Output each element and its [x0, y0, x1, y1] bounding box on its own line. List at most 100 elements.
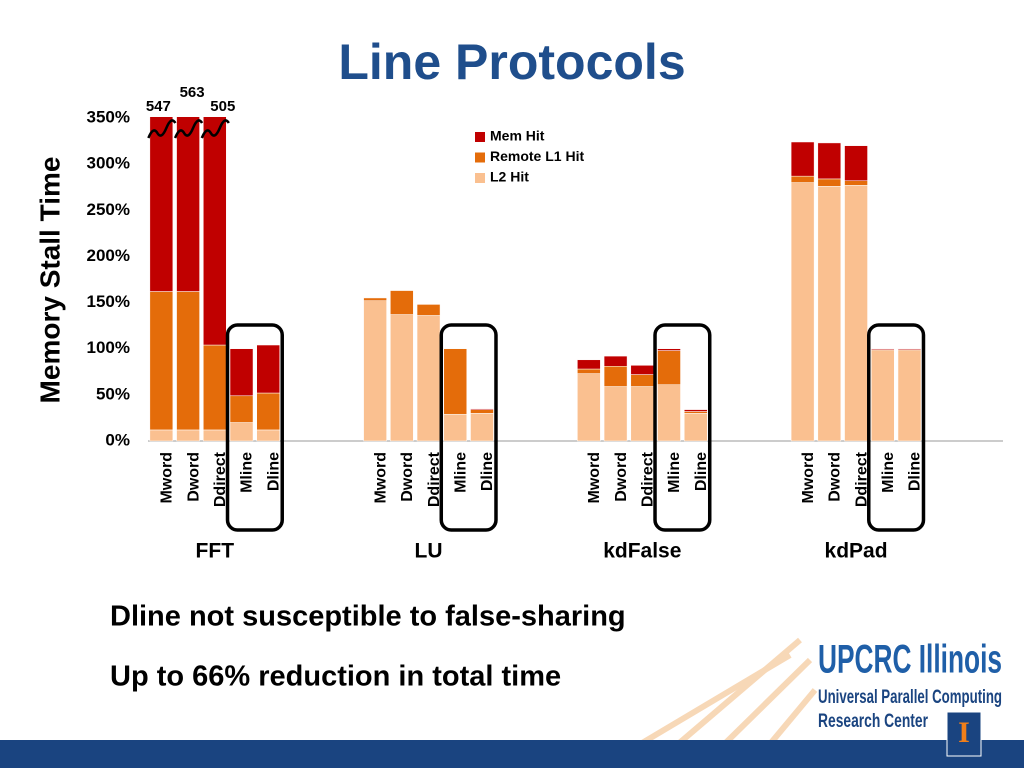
x-tick-label: Ddirect — [426, 451, 443, 507]
bar-segment — [630, 374, 655, 387]
x-tick-label: Mline — [239, 452, 256, 493]
bar-segment — [470, 413, 494, 442]
x-tick-label: Dword — [185, 452, 202, 502]
bar-segment — [176, 291, 200, 431]
x-tick-label: Mword — [800, 452, 817, 504]
highlight-box — [439, 323, 498, 532]
highlight-box — [867, 323, 926, 532]
group-label: kdFalse — [603, 540, 681, 563]
bar-segment — [470, 408, 494, 410]
legend-swatch — [475, 152, 485, 163]
y-tick-label: 50% — [96, 384, 130, 403]
legend-swatch — [475, 173, 485, 183]
total-label: 505 — [210, 98, 235, 115]
bar-segment — [256, 392, 280, 431]
logo-line: Research Center — [818, 711, 928, 732]
total-label: 563 — [180, 84, 205, 101]
highlight-box — [225, 323, 284, 532]
bar-segment — [443, 348, 468, 415]
bar-segment — [390, 314, 414, 442]
logo-line: Universal Parallel Computing — [818, 687, 1002, 708]
logo-icon: I — [958, 716, 970, 749]
bullet: Up to 66% reduction in total time — [110, 661, 561, 693]
bar-segment — [443, 413, 468, 442]
bar-segment — [683, 413, 708, 442]
bar-segment — [817, 186, 842, 442]
bar-segment — [176, 429, 200, 442]
y-tick-label: 350% — [87, 107, 130, 126]
x-tick-label: Dline — [907, 452, 924, 491]
bars — [149, 117, 922, 442]
x-tick-label: Mword — [159, 452, 176, 504]
bar-segment — [149, 429, 174, 442]
bar-segment — [897, 350, 922, 442]
x-tick-label: Dline — [265, 452, 282, 491]
bar-segment — [229, 395, 254, 423]
bar-segment — [229, 348, 254, 397]
bar-segment — [897, 348, 922, 350]
bar-segment — [470, 409, 494, 414]
group-label: LU — [415, 540, 443, 563]
bar-segment — [657, 350, 681, 385]
bar-segment — [844, 185, 868, 442]
x-tick-label: Mline — [452, 452, 469, 493]
y-axis-label: Memory Stall Time — [34, 157, 65, 404]
y-tick-label: 250% — [87, 200, 130, 219]
x-tick-label: Mword — [372, 452, 389, 504]
legend-label: L2 Hit — [490, 169, 529, 185]
bar-segment — [871, 348, 895, 350]
bar-segment — [871, 350, 895, 442]
x-tick-label: Ddirect — [853, 451, 870, 507]
x-tick-label: Ddirect — [212, 451, 229, 507]
total-label: 547 — [146, 98, 171, 115]
bar-segment — [630, 365, 655, 375]
bar-segment — [390, 290, 414, 315]
y-tick-label: 200% — [87, 246, 130, 265]
bar-segment — [790, 141, 815, 177]
legend-label: Remote L1 Hit — [490, 148, 584, 164]
bar-segment — [577, 373, 601, 442]
bar-segment — [416, 315, 441, 442]
bullet: Dline not susceptible to false-sharing — [110, 601, 626, 633]
group-label: kdPad — [825, 540, 888, 563]
bar-segment — [229, 422, 254, 442]
logo-name: UPCRC Illinois — [818, 638, 1002, 682]
y-tick-label: 0% — [105, 430, 130, 449]
logo-badge — [946, 711, 982, 757]
y-tick-label: 150% — [87, 292, 130, 311]
bar-segment — [844, 145, 868, 182]
bar-segment — [790, 175, 815, 183]
bar-segment — [256, 344, 280, 394]
bar-segment — [657, 384, 681, 442]
bar-segment — [603, 386, 628, 442]
bar-segment — [577, 359, 601, 370]
bar-segment — [416, 304, 441, 316]
bar-segment — [203, 344, 227, 431]
bar-segment — [630, 386, 655, 442]
x-tick-label: Mline — [666, 452, 683, 493]
bar-segment — [817, 142, 842, 180]
footer-bar — [0, 740, 1024, 768]
axis-break — [147, 119, 177, 139]
highlight-box — [653, 323, 712, 532]
y-tick-label: 300% — [87, 154, 130, 173]
bar-segment — [683, 411, 708, 414]
x-tick-label: Dline — [479, 452, 496, 491]
y-tick-label: 100% — [87, 338, 130, 357]
bar-segment — [149, 117, 174, 292]
x-tick-label: Dword — [827, 452, 844, 502]
bar-segment — [363, 300, 387, 442]
axis-break — [173, 119, 204, 139]
x-tick-label: Dline — [693, 452, 710, 491]
x-tick-label: Mline — [880, 452, 897, 493]
x-tick-label: Mword — [586, 452, 603, 504]
bar-segment — [603, 365, 628, 387]
legend-label: Mem Hit — [490, 128, 545, 144]
bar-segment — [657, 348, 681, 351]
bar-segment — [817, 178, 842, 187]
bar-segment — [363, 297, 387, 301]
bar-segment — [790, 182, 815, 442]
bar-segment — [176, 117, 200, 292]
